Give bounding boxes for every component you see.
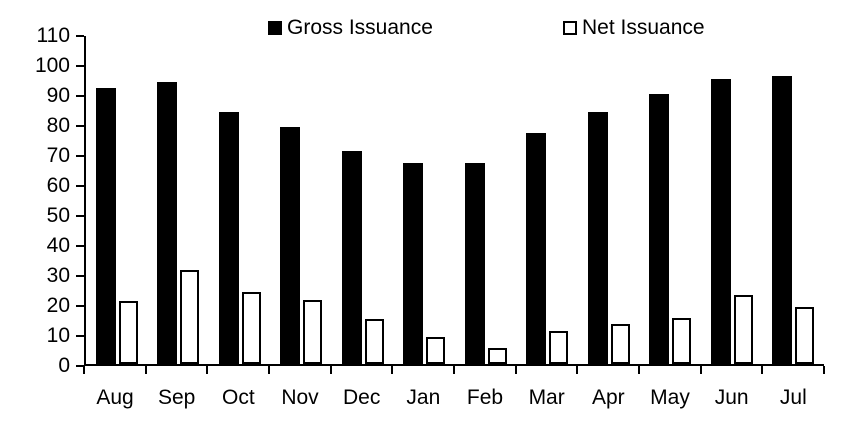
y-tick-50 <box>76 215 84 217</box>
x-tick-7 <box>514 366 517 374</box>
y-tick-label-40: 40 <box>46 234 70 257</box>
legend-label-net: Net Issuance <box>582 16 705 39</box>
x-tick-label-mar: Mar <box>528 386 565 409</box>
bar-gross-apr <box>587 112 608 364</box>
bar-gross-jan <box>403 163 424 364</box>
gross-issuance-swatch-icon <box>268 21 282 35</box>
x-tick-9 <box>638 366 640 374</box>
bar-group-nov <box>271 36 333 364</box>
bar-net-aug <box>118 301 138 364</box>
bar-gross-dec <box>341 151 362 364</box>
x-tick-2 <box>206 366 209 374</box>
y-tick-90 <box>76 95 84 97</box>
x-tick-label-jan: Jan <box>406 386 441 409</box>
bar-group-sep <box>148 36 210 364</box>
bar-net-dec <box>364 319 384 364</box>
x-tick-5 <box>391 366 394 374</box>
y-tick-label-90: 90 <box>46 84 70 107</box>
bar-net-jun <box>733 295 753 364</box>
bar-gross-sep <box>157 82 178 364</box>
bar-net-oct <box>241 292 261 364</box>
y-tick-label-30: 30 <box>46 264 70 287</box>
legend-item-gross-issuance: Gross Issuance <box>268 16 433 40</box>
x-tick-label-sep: Sep <box>157 386 196 409</box>
bar-net-may <box>672 317 692 364</box>
y-tick-80 <box>76 125 84 127</box>
y-tick-label-20: 20 <box>46 294 70 317</box>
bar-net-sep <box>180 269 200 364</box>
bar-net-nov <box>303 299 323 364</box>
bar-gross-jun <box>710 79 731 364</box>
y-tick-0 <box>76 365 84 367</box>
y-tick-40 <box>76 245 84 247</box>
x-tick-6 <box>453 366 455 374</box>
x-tick-10 <box>699 366 702 374</box>
bar-group-apr <box>578 36 640 364</box>
y-tick-100 <box>76 65 84 67</box>
y-tick-70 <box>76 155 84 157</box>
y-tick-label-100: 100 <box>34 54 70 77</box>
bar-gross-nov <box>280 127 301 364</box>
y-tick-label-70: 70 <box>46 144 70 167</box>
y-tick-label-60: 60 <box>46 174 70 197</box>
bar-gross-oct <box>218 112 239 364</box>
bar-group-mar <box>517 36 579 364</box>
bar-gross-mar <box>526 133 547 364</box>
y-tick-label-10: 10 <box>46 324 70 347</box>
y-tick-10 <box>76 335 84 337</box>
bar-gross-aug <box>95 88 116 364</box>
x-tick-label-oct: Oct <box>221 386 255 409</box>
y-tick-60 <box>76 185 84 187</box>
bar-gross-jul <box>772 76 793 364</box>
y-tick-label-0: 0 <box>58 354 70 377</box>
x-tick-label-dec: Dec <box>342 386 381 409</box>
net-issuance-swatch-icon <box>563 21 577 35</box>
bar-group-oct <box>209 36 271 364</box>
bar-net-jan <box>426 337 446 364</box>
bar-group-jul <box>763 36 825 364</box>
bar-net-jul <box>795 307 815 364</box>
bar-group-dec <box>332 36 394 364</box>
x-tick-label-apr: Apr <box>591 386 625 409</box>
bar-group-may <box>640 36 702 364</box>
x-tick-label-aug: Aug <box>96 386 134 409</box>
x-tick-label-jun: Jun <box>714 386 749 409</box>
x-tick-label-feb: Feb <box>466 386 504 409</box>
x-tick-3 <box>268 366 270 374</box>
x-tick-11 <box>761 366 764 374</box>
y-tick-label-50: 50 <box>46 204 70 227</box>
x-tick-label-nov: Nov <box>281 386 319 409</box>
x-tick-label-jul: Jul <box>779 386 807 409</box>
x-tick-0 <box>83 366 85 374</box>
legend-item-net-issuance: Net Issuance <box>563 16 705 40</box>
x-tick-4 <box>329 366 332 374</box>
legend-label-gross: Gross Issuance <box>287 16 433 39</box>
y-tick-20 <box>76 305 84 307</box>
plot-area <box>84 36 824 366</box>
bar-net-mar <box>549 331 569 364</box>
bar-group-feb <box>455 36 517 364</box>
bar-net-feb <box>487 347 507 364</box>
bar-net-apr <box>610 323 630 364</box>
bar-group-aug <box>86 36 148 364</box>
bar-group-jun <box>701 36 763 364</box>
y-tick-30 <box>76 275 84 277</box>
x-tick-8 <box>576 366 579 374</box>
x-tick-1 <box>144 366 147 374</box>
x-tick-12 <box>823 366 825 374</box>
x-tick-label-may: May <box>650 386 690 409</box>
y-tick-110 <box>76 35 84 37</box>
y-tick-label-110: 110 <box>36 24 70 47</box>
bar-gross-feb <box>464 163 485 364</box>
bar-gross-may <box>649 94 670 364</box>
y-tick-label-80: 80 <box>46 114 70 137</box>
bar-group-jan <box>394 36 456 364</box>
